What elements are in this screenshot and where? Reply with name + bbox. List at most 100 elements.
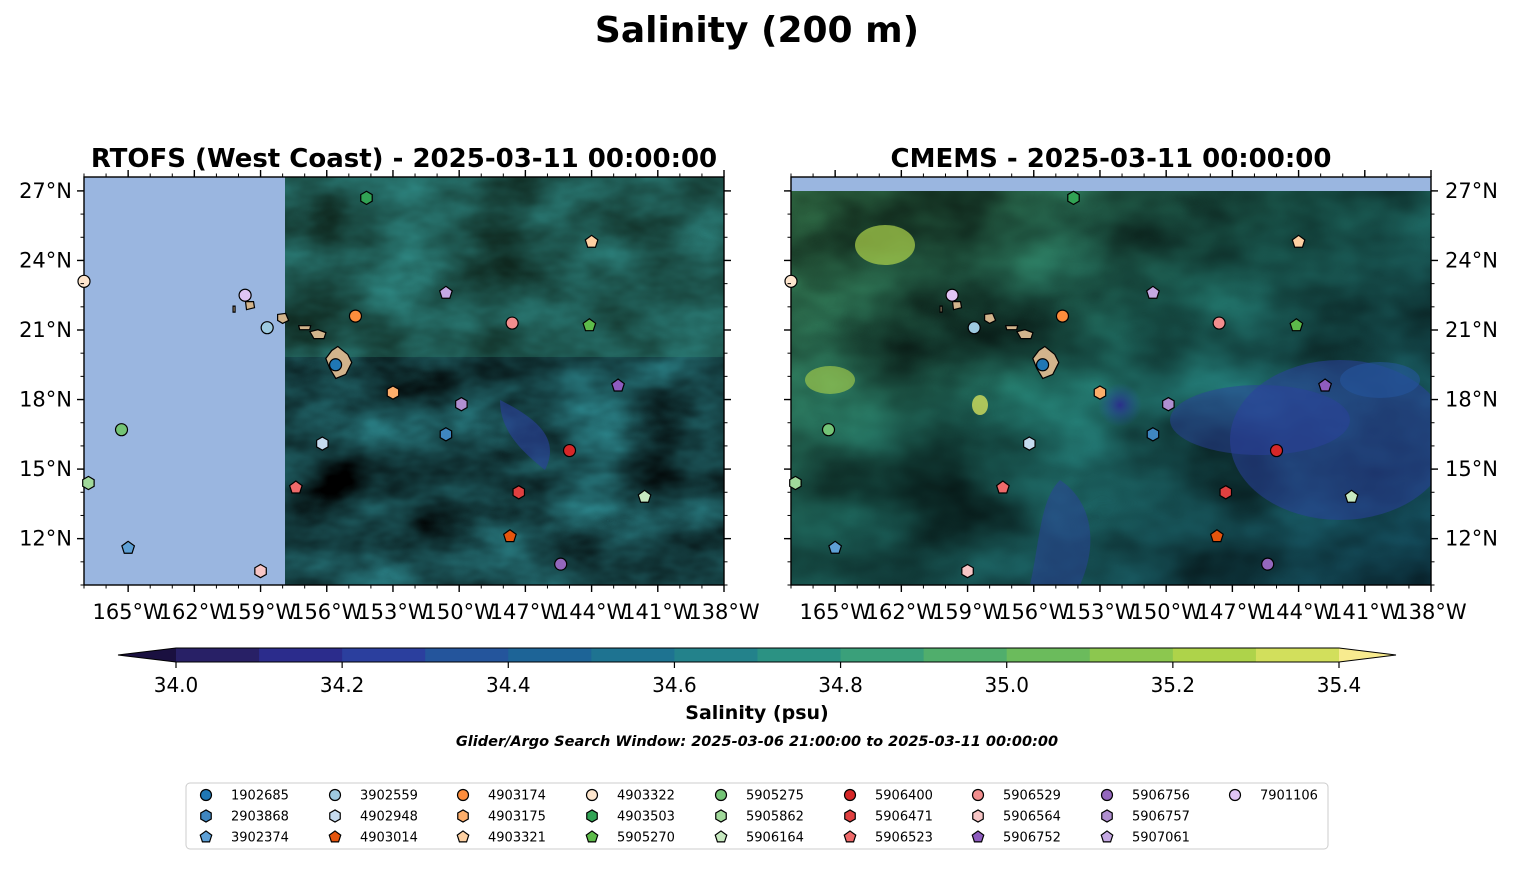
float-5907061-marker xyxy=(1145,285,1160,299)
colorbar-segment xyxy=(1006,648,1091,662)
x-tick-label: 138°W xyxy=(1395,600,1467,624)
island-3 xyxy=(277,312,290,325)
y-tick-label: 27°N xyxy=(1445,179,1498,203)
island-5 xyxy=(232,305,236,313)
colorbar-tick-label: 34.6 xyxy=(652,673,697,697)
island-1 xyxy=(309,329,327,340)
legend-label: 4903503 xyxy=(617,810,675,825)
colorbar-segment xyxy=(508,648,592,662)
legend-marker-4903174 xyxy=(456,788,470,802)
float-4903175-marker xyxy=(1093,385,1107,400)
x-tick-label: 156°W xyxy=(291,600,363,624)
float-4903321-marker xyxy=(1291,234,1306,248)
x-tick-label: 162°W xyxy=(159,600,231,624)
float-3902374-marker xyxy=(121,540,136,554)
y-tick-label: 12°N xyxy=(1445,527,1498,551)
legend-marker-5907061 xyxy=(1100,830,1114,843)
legend-label: 4903321 xyxy=(488,831,546,846)
float-4903175-marker xyxy=(386,385,400,400)
x-tick-label: 153°W xyxy=(357,600,429,624)
x-tick-label: 150°W xyxy=(423,600,495,624)
colorbar-tick-label: 35.2 xyxy=(1151,673,1196,697)
y-tick-label: 24°N xyxy=(1445,248,1498,272)
legend-label: 5906757 xyxy=(1132,810,1190,825)
legend-marker-7901106 xyxy=(1228,788,1242,802)
float-5906752-marker xyxy=(611,378,626,392)
legend-label: 4903322 xyxy=(617,789,675,804)
float-7901106-marker xyxy=(238,288,252,302)
float-5906164-marker xyxy=(1344,489,1359,503)
colorbar-extend-low xyxy=(118,648,176,662)
float-1902685-marker xyxy=(1035,358,1050,372)
island-2 xyxy=(1004,325,1019,331)
float-7901106-marker xyxy=(945,288,959,302)
float-5906756-marker xyxy=(1261,557,1275,571)
island-5 xyxy=(939,305,943,313)
legend-label: 4902948 xyxy=(360,810,418,825)
legend-label: 5905862 xyxy=(746,810,804,825)
colorbar-segment xyxy=(840,648,925,662)
float-4903322-marker xyxy=(77,274,91,288)
legend-label: 4903014 xyxy=(360,831,418,846)
float-5905275-marker xyxy=(114,423,129,437)
island-2 xyxy=(297,325,312,331)
island-1 xyxy=(1016,329,1034,340)
float-5906400-marker xyxy=(562,443,577,458)
float-5907061-marker xyxy=(438,285,453,299)
float-5906752-marker xyxy=(1318,378,1333,392)
legend-marker-5905862 xyxy=(715,809,727,823)
float-4903322-marker xyxy=(784,274,798,288)
float-5906529-marker xyxy=(1212,316,1226,330)
legend-marker-5906756 xyxy=(1100,788,1114,802)
float-legend: 1902685 2903868 3902374 3902559 4902948 49030… xyxy=(185,782,1329,850)
y-tick-label: 12°N xyxy=(19,527,72,551)
float-5905275-marker xyxy=(821,423,836,437)
float-3902374-marker xyxy=(828,540,843,554)
y-tick-label: 24°N xyxy=(19,248,72,272)
legend-label: 1902685 xyxy=(231,789,289,804)
legend-marker-5905275 xyxy=(714,788,728,802)
float-5906164-marker xyxy=(637,489,652,503)
colorbar-segment xyxy=(259,648,343,662)
panel-rtofs: RTOFS (West Coast) - 2025-03-11 00:00:00… xyxy=(19,144,760,624)
colorbar-tick-label: 34.0 xyxy=(154,673,199,697)
legend-label: 5906564 xyxy=(1003,810,1061,825)
legend-marker-1902685 xyxy=(199,788,213,802)
float-4903174-marker xyxy=(348,309,363,323)
legend-label: 5906400 xyxy=(875,789,933,804)
float-4903321-marker xyxy=(584,234,599,248)
legend-label: 5906471 xyxy=(875,810,933,825)
colorbar-segment xyxy=(1172,648,1257,662)
legend-label: 5907061 xyxy=(1132,831,1190,846)
float-4903014-marker xyxy=(1209,528,1224,543)
colorbar-tick-label: 34.8 xyxy=(818,673,863,697)
x-tick-label: 144°W xyxy=(556,600,628,624)
float-5905862-marker xyxy=(82,475,95,491)
float-4903503-marker xyxy=(1067,190,1080,206)
colorbar-extend-high xyxy=(1339,648,1396,662)
float-5906757-marker xyxy=(455,396,468,412)
float-4903014-marker xyxy=(502,528,517,543)
colorbar-segment xyxy=(1255,648,1340,662)
colorbar-tick-label: 35.4 xyxy=(1317,673,1362,697)
colorbar-segment xyxy=(674,648,758,662)
island-4 xyxy=(244,301,256,311)
legend-marker-4903503 xyxy=(586,809,598,823)
legend-label: 5906523 xyxy=(875,831,933,846)
legend-marker-5906757 xyxy=(1101,809,1113,823)
float-5906756-marker xyxy=(554,557,568,571)
legend-marker-3902559 xyxy=(328,788,342,802)
panel-title-rtofs: RTOFS (West Coast) - 2025-03-11 00:00:00 xyxy=(91,144,717,174)
legend-label: 5905270 xyxy=(617,831,675,846)
panel-title-cmems: CMEMS - 2025-03-11 00:00:00 xyxy=(891,144,1332,174)
float-4902948-marker xyxy=(1023,436,1036,451)
float-5906523-marker xyxy=(288,480,303,494)
legend-marker-5906752 xyxy=(971,830,985,843)
colorbar-segment xyxy=(923,648,1008,662)
legend-marker-4903321 xyxy=(456,830,470,843)
search-window-note: Glider/Argo Search Window: 2025-03-06 21… xyxy=(456,734,1058,750)
salinity-field-rtofs xyxy=(84,177,724,585)
y-tick-label: 27°N xyxy=(19,179,72,203)
y-tick-label: 15°N xyxy=(19,457,72,481)
colorbar-segment xyxy=(342,648,426,662)
